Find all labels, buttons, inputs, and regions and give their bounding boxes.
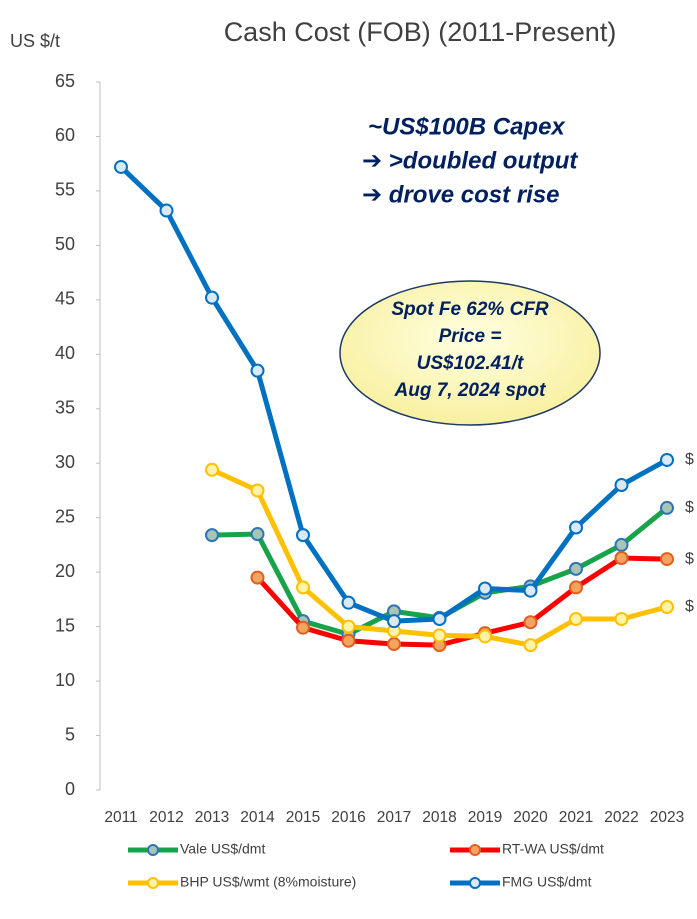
- point: [205, 290, 219, 305]
- legend-label: BHP US$/wmt (8%moisture): [180, 874, 356, 890]
- point: [250, 363, 265, 378]
- y-tick-label: 40: [55, 343, 75, 363]
- point: [614, 478, 629, 493]
- end-label: $: [685, 499, 694, 516]
- point: [523, 615, 538, 630]
- point: [569, 580, 583, 595]
- y-tick-label: 0: [65, 779, 75, 799]
- point: [569, 611, 583, 626]
- x-tick-label: 2016: [331, 809, 365, 826]
- y-axis-label: US $/t: [10, 31, 60, 51]
- point: [523, 583, 538, 598]
- y-tick-label: 25: [55, 506, 75, 526]
- point: [341, 633, 356, 648]
- end-label: $: [685, 451, 694, 468]
- callout-text: US$102.41/t: [417, 353, 524, 374]
- callout-ellipse: [339, 280, 601, 426]
- y-tick-label: 65: [55, 71, 75, 91]
- x-tick-label: 2023: [650, 809, 684, 826]
- y-tick-label: 45: [55, 289, 75, 309]
- legend-marker: [147, 877, 159, 889]
- legend-label: Vale US$/dmt: [180, 841, 265, 857]
- annotation: ➔ >doubled output: [362, 147, 578, 174]
- annotation: ➔ drove cost rise: [362, 181, 560, 208]
- point: [614, 537, 629, 552]
- point: [614, 550, 629, 565]
- point: [341, 619, 356, 634]
- point: [432, 628, 447, 643]
- point: [114, 159, 128, 174]
- end-label: $: [685, 598, 694, 615]
- y-tick-label: 15: [55, 615, 75, 635]
- x-tick-label: 2013: [195, 809, 229, 826]
- x-tick-label: 2015: [286, 809, 320, 826]
- y-tick-label: 30: [55, 452, 75, 472]
- y-tick-label: 60: [55, 125, 75, 145]
- point: [660, 452, 674, 467]
- legend-label: RT-WA US$/dmt: [502, 841, 604, 857]
- point: [159, 203, 174, 218]
- legend-marker: [469, 844, 481, 856]
- point: [614, 611, 629, 626]
- x-tick-label: 2022: [604, 809, 638, 826]
- y-tick-label: 55: [55, 180, 75, 200]
- x-tick-label: 2019: [468, 809, 502, 826]
- x-tick-label: 2012: [149, 809, 183, 826]
- point: [250, 483, 265, 498]
- point: [660, 552, 674, 567]
- point: [523, 638, 538, 653]
- legend-label: FMG US$/dmt: [502, 874, 592, 890]
- chart-title: Cash Cost (FOB) (2011-Present): [224, 17, 617, 47]
- point: [660, 600, 674, 615]
- annotation: ~US$100B Capex: [368, 113, 566, 140]
- point: [387, 637, 401, 652]
- point: [296, 620, 310, 635]
- point: [569, 520, 583, 535]
- x-tick-label: 2021: [559, 809, 593, 826]
- x-tick-label: 2020: [513, 809, 548, 826]
- point: [250, 527, 265, 542]
- callout-text: Price =: [439, 326, 502, 347]
- point: [341, 595, 356, 610]
- callout-text: Spot Fe 62% CFR: [391, 299, 549, 320]
- x-tick-label: 2018: [422, 809, 456, 826]
- point: [478, 581, 492, 596]
- series-line: [255, 555, 668, 648]
- point: [660, 500, 674, 515]
- x-tick-label: 2017: [377, 809, 411, 826]
- end-label: $: [685, 550, 694, 567]
- point: [296, 580, 310, 595]
- point: [205, 528, 219, 543]
- legend-marker: [469, 877, 481, 889]
- point: [205, 462, 219, 477]
- y-tick-label: 50: [55, 234, 75, 254]
- point: [478, 629, 492, 644]
- y-tick-label: 20: [55, 561, 75, 581]
- legend-marker: [147, 844, 159, 856]
- point: [250, 570, 265, 585]
- point: [569, 561, 583, 576]
- point: [296, 528, 310, 543]
- y-tick-label: 10: [55, 670, 75, 690]
- x-tick-label: 2014: [240, 809, 275, 826]
- callout-text: Aug 7, 2024 spot: [394, 380, 547, 401]
- point: [387, 614, 401, 629]
- point: [432, 611, 447, 626]
- y-tick-label: 35: [55, 398, 75, 418]
- x-tick-label: 2011: [104, 809, 137, 826]
- y-tick-label: 5: [65, 724, 75, 744]
